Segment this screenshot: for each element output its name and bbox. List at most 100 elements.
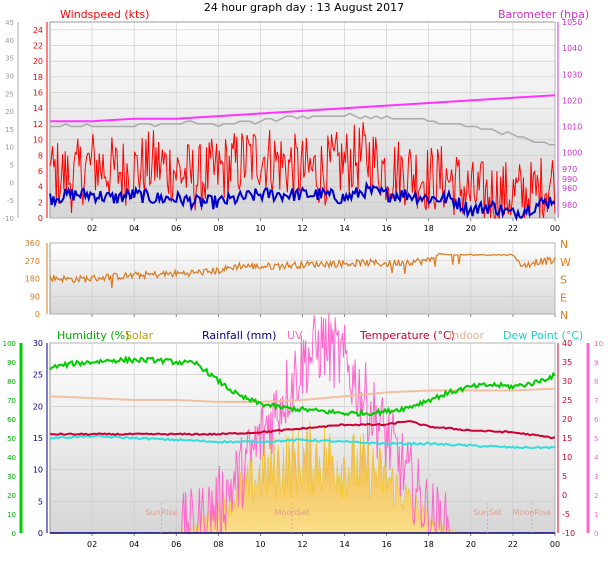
uv-tick-label: 7: [594, 397, 598, 405]
y-tick-label: 18: [33, 73, 43, 82]
uv-tick-label: 6: [594, 416, 599, 424]
right-tick-label: 1020: [562, 96, 582, 105]
y-tick-label: 360: [25, 239, 40, 248]
x-tick-label: 08: [213, 224, 223, 233]
legend-humidity: Humidity (%): [57, 329, 129, 342]
right-tick-label: 1030: [562, 70, 582, 79]
far-left-tick-label: 10: [5, 144, 14, 152]
temp-tick-label: 15: [562, 434, 572, 443]
humidity-tick-label: 90: [7, 359, 16, 367]
temp-panel: Humidity (%) Solar Rainfall (mm) UV Temp…: [3, 312, 603, 549]
wind-series: [49, 94, 556, 222]
uv-tick-label: 9: [594, 359, 598, 367]
temp-tick-label: -10: [562, 529, 575, 538]
direction-line: [49, 252, 556, 289]
x-tick-label: 12: [297, 540, 307, 549]
graph-title: 24 hour graph day : 13 August 2017: [204, 1, 404, 14]
x-tick-label: 20: [466, 540, 476, 549]
gust-line: [50, 112, 555, 146]
y-tick-label: 0: [35, 310, 40, 319]
uv-tick-label: 8: [594, 378, 598, 386]
barometer-line: [50, 94, 556, 123]
humidity-tick-label: 80: [7, 378, 16, 386]
far-left-tick-label: 45: [5, 19, 14, 27]
far-left-tick-label: -5: [7, 197, 14, 205]
compass-label: N: [560, 309, 568, 322]
annotation-label: SunRise: [145, 508, 177, 517]
humidity-tick-label: 50: [7, 435, 16, 443]
legend-temperature: Temperature (°C): [359, 329, 455, 342]
annotation-label: MoonSet: [275, 508, 310, 517]
humidity-tick-label: 30: [7, 473, 16, 481]
y-tick-label: 180: [25, 275, 40, 284]
temp-legend: Humidity (%) Solar Rainfall (mm) UV Temp…: [57, 329, 583, 342]
rain-tick-label: 20: [33, 402, 43, 411]
x-tick-label: 10: [255, 540, 265, 549]
y-tick-label: 14: [33, 104, 43, 113]
right-tick-label: 990: [562, 175, 577, 184]
y-tick-label: 16: [33, 89, 43, 98]
temperature-line: [49, 420, 556, 440]
legend-indoor: Indoor: [449, 329, 485, 342]
y-tick-label: 8: [38, 151, 43, 160]
rain-tick-label: 0: [38, 529, 43, 538]
x-tick-label: 00: [550, 540, 560, 549]
uv-tick-label: 0: [594, 530, 598, 538]
x-tick-label: 14: [339, 540, 349, 549]
humidity-tick-label: 20: [7, 492, 16, 500]
temp-tick-label: 0: [562, 491, 567, 500]
temp-tick-label: -5: [562, 510, 570, 519]
legend-uv: UV: [287, 329, 303, 342]
legend-dewpoint: Dew Point (°C): [503, 329, 583, 342]
dewpoint-line: [49, 434, 556, 450]
y-tick-label: 2: [38, 198, 43, 207]
legend-solar: Solar: [125, 329, 154, 342]
y-tick-label: 6: [38, 167, 43, 176]
x-tick-label: 04: [129, 224, 139, 233]
x-tick-label: 14: [339, 224, 349, 233]
humidity-tick-label: 10: [7, 511, 16, 519]
y-tick-label: 4: [38, 183, 43, 192]
direction-series: [49, 252, 556, 289]
humidity-tick-label: 0: [12, 530, 16, 538]
temp-tick-label: 30: [562, 377, 572, 386]
annotation-label: MoonRise: [513, 508, 552, 517]
right-tick-label: 1010: [562, 123, 582, 132]
x-tick-label: 18: [424, 224, 434, 233]
wind-axes: 024681012141618202224-10-505101520253035…: [3, 18, 583, 223]
barometer-label: Barometer (hpa): [498, 8, 589, 21]
legend-rainfall: Rainfall (mm): [202, 329, 276, 342]
compass-label: E: [560, 291, 567, 304]
uv-tick-label: 10: [594, 340, 603, 348]
windspeed-line: [49, 122, 556, 219]
y-tick-label: 270: [25, 257, 40, 266]
compass-label: S: [560, 274, 567, 287]
x-tick-label: 18: [424, 540, 434, 549]
compass-label: W: [560, 256, 571, 269]
x-tick-label: 22: [508, 540, 518, 549]
temp-axes: 0510152025300102030405060708090100-10-50…: [3, 339, 603, 538]
temp-tick-label: 35: [562, 358, 572, 367]
y-tick-label: 20: [33, 57, 43, 66]
far-left-tick-label: 30: [5, 72, 14, 80]
compass-label: N: [560, 238, 568, 251]
wind-grid: 02 04 06 08 10 12 14 16 18 20 22 00: [50, 22, 560, 233]
far-left-tick-label: 40: [5, 37, 14, 45]
x-tick-label: 02: [87, 540, 97, 549]
rain-tick-label: 30: [33, 339, 43, 348]
x-tick-label: 04: [129, 540, 139, 549]
right-extra-tick-label: 960: [562, 184, 577, 193]
x-tick-label: 06: [171, 224, 181, 233]
y-tick-label: 12: [33, 120, 43, 129]
humidity-tick-label: 60: [7, 416, 16, 424]
y-tick-label: 22: [33, 42, 43, 51]
humidity-tick-label: 70: [7, 397, 16, 405]
uv-tick-label: 2: [594, 492, 598, 500]
y-tick-label: 24: [33, 26, 43, 35]
y-tick-label: 0: [38, 214, 43, 223]
far-left-tick-label: 35: [5, 55, 14, 63]
temp-tick-label: 10: [562, 453, 572, 462]
right-tick-label: 1000: [562, 149, 582, 158]
right-tick-label: 1040: [562, 44, 582, 53]
